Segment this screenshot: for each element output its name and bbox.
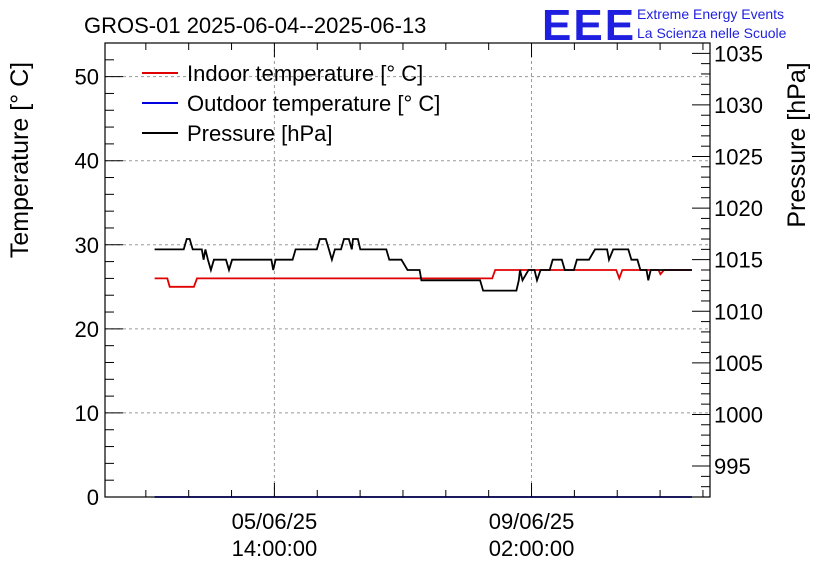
y-tick-label-1: 10 (75, 401, 99, 426)
series-line-0 (154, 269, 692, 288)
grid-lines (105, 43, 710, 497)
eee-logo: EEE (542, 1, 636, 50)
eee-logo-line1: Extreme Energy Events (637, 6, 784, 22)
y-tick-label-2: 20 (75, 317, 99, 342)
legend-label-2: Pressure [hPa] (187, 121, 333, 146)
x-tick-label-date-0: 05/06/25 (232, 509, 318, 534)
legend-label-1: Outdoor temperature [° C] (187, 91, 440, 116)
legend: Indoor temperature [° C] Outdoor temperat… (142, 61, 440, 146)
axis-ticks: 0102030405099510001005101010151020102510… (75, 41, 763, 561)
legend-label-0: Indoor temperature [° C] (187, 61, 423, 86)
y2-tick-label-8: 1035 (714, 41, 763, 66)
series-line-2 (154, 238, 692, 292)
chart-title: GROS-01 2025-06-04--2025-06-13 (84, 13, 426, 38)
x-tick-label-time-1: 02:00:00 (489, 536, 575, 561)
y2-tick-label-3: 1010 (714, 299, 763, 324)
y-tick-label-4: 40 (75, 149, 99, 174)
y2-tick-label-5: 1020 (714, 196, 763, 221)
x-tick-label-date-1: 09/06/25 (489, 509, 575, 534)
eee-logo-line2: La Scienza nelle Scuole (637, 25, 787, 41)
y2-tick-label-4: 1015 (714, 248, 763, 273)
y-tick-label-5: 50 (75, 65, 99, 90)
y2-tick-label-1: 1000 (714, 402, 763, 427)
y-tick-label-3: 30 (75, 233, 99, 258)
y2-axis-label: Pressure [hPa] (783, 62, 811, 227)
y2-tick-label-0: 995 (714, 454, 751, 479)
series-lines (154, 238, 692, 498)
y2-tick-label-7: 1030 (714, 93, 763, 118)
x-tick-label-time-0: 14:00:00 (232, 536, 318, 561)
y-tick-label-0: 0 (87, 485, 99, 510)
y2-tick-label-6: 1025 (714, 145, 763, 170)
y-axis-label: Temperature [° C] (6, 62, 34, 258)
y2-tick-label-2: 1005 (714, 351, 763, 376)
